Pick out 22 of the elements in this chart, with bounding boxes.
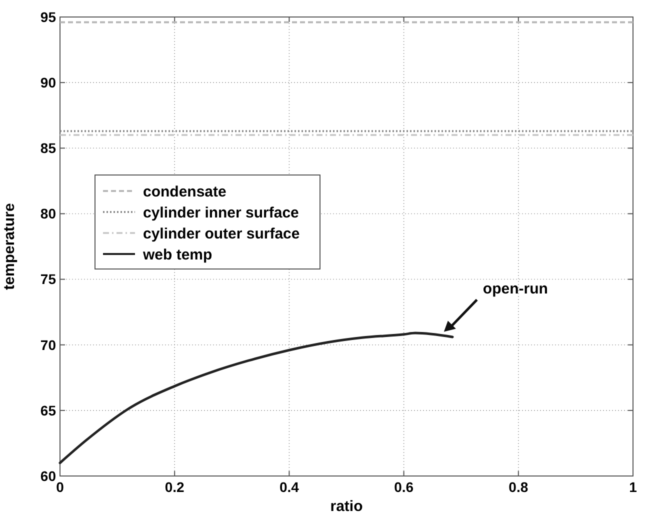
x-tick-label: 0 [56, 479, 64, 495]
x-axis-title: ratio [330, 498, 363, 515]
y-tick-label: 60 [40, 468, 56, 484]
x-tick-label: 0.2 [164, 479, 185, 495]
legend-label: condensate [143, 183, 226, 200]
legend-label: cylinder outer surface [143, 225, 300, 242]
y-tick-label: 75 [40, 271, 56, 288]
y-tick-label: 80 [40, 206, 56, 222]
x-tick-label: 0.6 [394, 479, 414, 495]
y-axis-title: temperature [1, 203, 18, 290]
legend-label: cylinder inner surface [143, 204, 299, 222]
y-tick-label: 95 [40, 8, 56, 25]
y-tick-label: 70 [40, 336, 56, 353]
x-tick-label: 0.4 [279, 479, 300, 495]
y-tick-label: 65 [40, 402, 56, 418]
y-tick-label: 85 [40, 140, 56, 156]
x-tick-label: 1 [629, 479, 638, 495]
x-tick-label: 0.8 [508, 479, 528, 495]
legend-label: web temp [142, 246, 212, 264]
annotation: open-run [482, 280, 548, 298]
line-series [58, 332, 454, 464]
y-tick-label: 90 [40, 74, 56, 90]
